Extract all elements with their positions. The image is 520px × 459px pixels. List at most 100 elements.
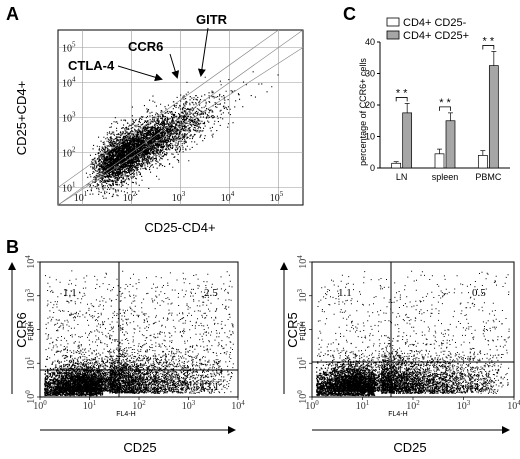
- flow-dense-core: [44, 348, 104, 397]
- panel-b-right-quad-tr: 0.5: [472, 287, 486, 299]
- annotation-label: CCR6: [128, 39, 163, 54]
- y-tick-exp: 3: [72, 111, 76, 119]
- flow-y-tick-exp: 1: [24, 356, 32, 360]
- diagonal-line: [57, 29, 304, 206]
- significance-label: * *: [396, 87, 408, 99]
- flow-x-tick-label: 103: [182, 399, 196, 412]
- bar: [402, 112, 413, 169]
- category-label: spleen: [432, 172, 459, 182]
- y-tick-exp: 4: [72, 76, 76, 84]
- panel-label-b: B: [6, 237, 19, 257]
- panel-b-right-dots: [316, 270, 510, 397]
- bar: [445, 120, 456, 169]
- panel-b-left-x-ticks: 100 101 102 103 104: [33, 397, 245, 412]
- flow-x-tick-exp: 3: [192, 399, 196, 407]
- significance-label: * *: [439, 97, 451, 109]
- panel-a-diagonals: [57, 29, 304, 206]
- flow-y-tick-exp: 0: [296, 390, 304, 394]
- panel-c-y-tick-label: 20: [365, 100, 375, 110]
- flow-y-tick-exp: 4: [296, 255, 304, 259]
- annotation-arrow: [117, 65, 163, 82]
- panel-c-y-tick-label: 30: [365, 69, 375, 79]
- x-tick-exp: 1: [84, 190, 88, 198]
- annotation-arrow: [169, 53, 180, 79]
- flow-x-tick-exp: 1: [366, 399, 370, 407]
- panel-c-y-label: percentage of CCR6+ cells: [358, 58, 368, 166]
- flow-y-tick-label: 101: [24, 356, 37, 370]
- panel-b-left-quad-tr: 2.5: [204, 287, 218, 299]
- x-tick-exp: 4: [231, 190, 235, 198]
- panel-c-legend: CD4+ CD25- CD4+ CD25+: [386, 17, 469, 42]
- annotation-arrow: [197, 27, 209, 77]
- flow-y-tick-label: 101: [296, 356, 309, 370]
- flow-y-tick-exp: 2: [24, 322, 32, 326]
- panel-b-right-quad-tl: 1.1: [338, 287, 352, 299]
- flow-y-tick-label: 103: [24, 289, 37, 303]
- panel-a-dots: [85, 71, 279, 199]
- flow-dots: [317, 270, 510, 394]
- panel-b-left-dots: [44, 270, 234, 397]
- annotation-label: CTLA-4: [68, 58, 115, 73]
- diagonal-line: [57, 47, 304, 206]
- panel-b-right-fl-x: FL4-H: [388, 411, 407, 418]
- y-tick-exp: 1: [72, 181, 76, 189]
- panel-b-left-y-label: CCR6: [14, 312, 29, 347]
- panel-b-left-fl-x: FL4-H: [116, 411, 135, 418]
- flow-y-tick-exp: 3: [296, 289, 304, 293]
- flow-y-tick-label: 104: [296, 255, 309, 269]
- x-tick-exp: 5: [280, 190, 284, 198]
- panel-b-right-quad-br: 14.8: [468, 381, 488, 393]
- flow-x-tick-exp: 3: [467, 399, 471, 407]
- category-label: PBMC: [475, 172, 502, 182]
- flow-y-tick-exp: 2: [296, 322, 304, 326]
- flow-x-tick-exp: 2: [142, 399, 146, 407]
- flow-y-tick-label: 100: [296, 390, 309, 404]
- flow-y-tick-label: 103: [296, 289, 309, 303]
- legend-swatch-cd25pos: [386, 30, 400, 40]
- flow-x-tick-exp: 0: [315, 399, 319, 407]
- flow-x-tick-exp: 4: [517, 399, 520, 407]
- panel-b-left-fl-y: FL2-H: [28, 321, 35, 340]
- panel-b-right-y-label: CCR5: [285, 312, 300, 347]
- panel-c-y-tick-label: 0: [370, 163, 375, 173]
- scatter-panel-b-left: 1.1 2.5 13.1 100 101 102 103 104 10010110210…: [8, 255, 245, 455]
- diagonal-line: [57, 29, 279, 188]
- panel-b-right-x-label: CD25: [393, 440, 426, 455]
- category-label: LN: [396, 172, 408, 182]
- x-tick-exp: 2: [133, 190, 137, 198]
- significance-bracket: [439, 106, 451, 111]
- bar: [488, 65, 499, 169]
- panel-a-grid: [58, 30, 303, 205]
- flow-x-tick-label: 104: [231, 399, 245, 412]
- panel-b-left-quad-tl: 1.1: [63, 287, 77, 299]
- flow-y-tick-exp: 3: [24, 289, 32, 293]
- flow-dots: [45, 270, 234, 394]
- panel-b-left-x-label: CD25: [123, 440, 156, 455]
- flow-y-tick-exp: 1: [296, 356, 304, 360]
- flow-x-tick-label: 102: [406, 399, 420, 412]
- scatter-panel-b-right: 1.1 0.5 14.8 100 101 102 103 104 10010110210…: [280, 255, 520, 455]
- significance-bracket: [395, 97, 408, 102]
- panel-a-x-label: CD25-CD4+: [144, 220, 215, 235]
- bar: [434, 153, 445, 169]
- y-tick-exp: 5: [72, 41, 76, 49]
- panel-b-left-quad-br: 13.1: [200, 381, 219, 393]
- panel-b-right-fl-y: FL1-H: [300, 321, 307, 340]
- panel-b-right-x-ticks: 100 101 102 103 104: [305, 397, 520, 412]
- flow-x-tick-exp: 2: [416, 399, 420, 407]
- legend-label-cd25pos: CD4+ CD25+: [403, 30, 469, 42]
- y-tick-exp: 2: [72, 146, 76, 154]
- panel-a-annotations: CTLA-4 CCR6 GITR: [68, 12, 228, 82]
- flow-x-tick-exp: 1: [93, 399, 97, 407]
- flow-x-tick-label: 101: [356, 399, 370, 412]
- legend-swatch-cd25neg: [386, 17, 400, 27]
- significance-bracket: [482, 45, 495, 50]
- panel-c-axes: 0 10 20 30 40: [365, 37, 510, 173]
- panel-label-c: C: [343, 4, 356, 24]
- flow-x-tick-exp: 0: [43, 399, 47, 407]
- flow-y-tick-exp: 4: [24, 255, 32, 259]
- bar: [391, 162, 402, 169]
- legend-label-cd25neg: CD4+ CD25-: [403, 17, 467, 29]
